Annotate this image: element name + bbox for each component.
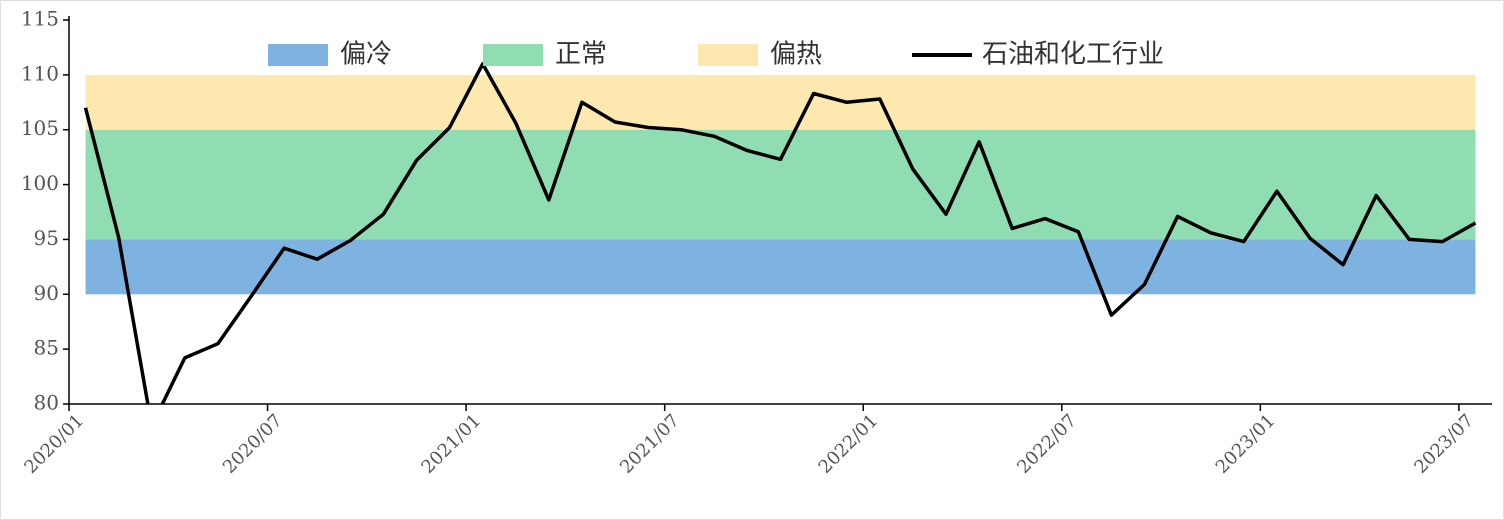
y-tick-label: 110 — [21, 61, 59, 85]
band — [85, 74, 1476, 130]
legend-label: 石油和化工行业 — [982, 40, 1164, 70]
line — [83, 62, 1477, 404]
y-tick-label: 80 — [34, 391, 59, 415]
band — [85, 129, 1476, 240]
y-tick-label: 95 — [34, 226, 59, 250]
y-tick-label: 105 — [21, 116, 59, 140]
legend-swatch — [483, 44, 543, 66]
legend-label: 偏热 — [770, 40, 822, 70]
y-tick-label: 100 — [21, 171, 59, 195]
legend-swatch — [268, 44, 328, 66]
plot-area — [83, 62, 1477, 404]
band — [85, 239, 1476, 295]
y-tick-label: 90 — [34, 281, 59, 305]
legend-label: 正常 — [555, 40, 607, 70]
legend-swatch — [698, 44, 758, 66]
y-tick-label: 115 — [21, 7, 59, 31]
y-tick-label: 85 — [34, 336, 59, 360]
legend-label: 偏冷 — [340, 40, 392, 70]
